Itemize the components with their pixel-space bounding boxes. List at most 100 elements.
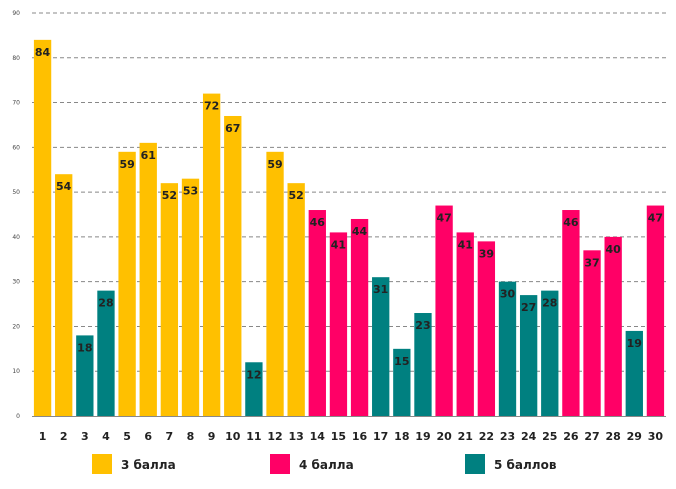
x-axis-ticks: 1 2 3 4 5 6 7 8 9 10 11 12 13 14 15 16 17 18 19 20 21 22 23 24 2… [39,430,664,443]
bar [498,281,517,416]
y-tick-label: 60 [12,144,20,151]
bar [266,151,284,417]
bar [646,205,665,416]
data-labels: 84 54 18 28 59 61 52 53 72 67 12 59 52 46 41 44 31 15 23 47… [35,46,663,381]
bar [224,115,242,416]
x-tick-label: 5 [123,430,131,443]
bar [477,241,496,416]
y-tick-label: 10 [12,368,20,375]
y-axis-ticks: 0 10 20 30 40 50 60 70 80 90 [12,10,20,420]
bar [202,93,221,416]
data-label: 39 [479,247,494,260]
x-tick-label: 2 [60,430,68,443]
x-tick-label: 14 [310,430,326,443]
x-tick-label: 23 [500,430,515,443]
data-label: 41 [458,238,473,251]
data-label: 41 [331,238,346,251]
data-label: 59 [119,158,134,171]
data-label: 31 [373,283,388,296]
bar [372,277,390,416]
bar [33,39,52,416]
x-tick-label: 8 [187,430,195,443]
data-label: 59 [267,158,282,171]
x-tick-label: 21 [458,430,473,443]
x-tick-label: 19 [415,430,430,443]
bars [33,39,665,417]
legend-swatch [465,454,485,474]
y-tick-label: 30 [12,279,20,286]
y-tick-label: 40 [12,234,20,241]
y-tick-label: 0 [16,413,20,420]
data-label: 47 [648,212,663,225]
x-tick-label: 18 [394,430,409,443]
data-label: 27 [521,301,536,314]
bar [625,330,643,416]
data-label: 52 [162,189,177,202]
y-tick-label: 20 [12,323,20,330]
data-label: 72 [204,100,219,113]
bar [583,250,601,416]
data-label: 52 [289,189,304,202]
x-tick-label: 12 [267,430,282,443]
bar [181,178,200,416]
bar [245,362,263,416]
x-tick-label: 6 [144,430,152,443]
x-tick-label: 22 [479,430,494,443]
bar [329,232,348,416]
x-tick-label: 17 [373,430,388,443]
x-tick-label: 1 [39,430,47,443]
y-tick-label: 90 [12,10,20,17]
x-tick-label: 7 [166,430,174,443]
data-label: 37 [584,256,599,269]
data-label: 61 [141,149,156,162]
x-tick-label: 11 [246,430,261,443]
x-tick-label: 3 [81,430,89,443]
x-tick-label: 30 [648,430,664,443]
x-tick-label: 27 [584,430,599,443]
data-label: 28 [542,297,557,310]
bar [55,174,73,416]
data-label: 12 [246,368,261,381]
data-label: 30 [500,288,516,301]
bar [97,290,115,416]
x-tick-label: 10 [225,430,241,443]
data-label: 19 [627,337,642,350]
bar [350,218,369,416]
data-label: 15 [394,355,409,368]
x-tick-label: 15 [331,430,346,443]
y-tick-label: 50 [12,189,20,196]
legend-label: 4 балла [299,458,354,472]
data-label: 40 [606,243,622,256]
data-label: 46 [310,216,326,229]
bar [139,142,157,416]
bar [456,232,474,416]
bar [287,183,305,416]
bar [435,205,453,416]
data-label: 23 [415,319,430,332]
bar [76,335,94,416]
x-tick-label: 20 [436,430,452,443]
data-label: 53 [183,185,198,198]
bar [604,236,622,416]
bar [308,210,326,416]
y-tick-label: 70 [12,100,20,107]
x-tick-label: 28 [606,430,621,443]
x-tick-label: 26 [563,430,579,443]
x-tick-label: 9 [208,430,216,443]
bar [118,151,136,417]
data-label: 44 [352,225,368,238]
bar [562,210,580,416]
x-tick-label: 16 [352,430,368,443]
x-tick-label: 25 [542,430,557,443]
data-label: 54 [56,180,72,193]
bar [519,295,538,416]
x-tick-label: 13 [289,430,304,443]
gridlines [32,12,666,372]
bar [541,290,559,416]
data-label: 46 [563,216,579,229]
data-label: 28 [98,297,113,310]
legend: 3 балла 4 балла 5 баллов [92,454,557,474]
legend-label: 3 балла [121,458,176,472]
bar [393,348,411,416]
